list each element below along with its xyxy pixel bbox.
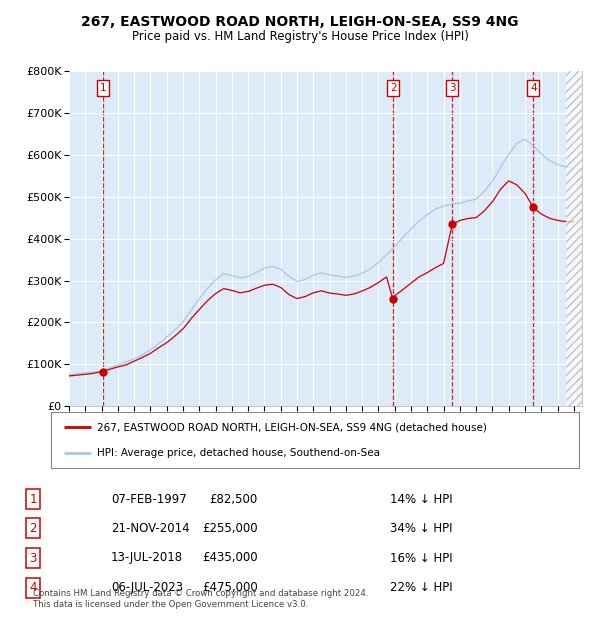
Text: Contains HM Land Registry data © Crown copyright and database right 2024.
This d: Contains HM Land Registry data © Crown c… xyxy=(33,590,368,609)
Text: 1: 1 xyxy=(29,493,37,505)
Text: 4: 4 xyxy=(530,83,536,93)
Text: 21-NOV-2014: 21-NOV-2014 xyxy=(111,522,190,534)
Text: 4: 4 xyxy=(29,582,37,594)
Text: £475,000: £475,000 xyxy=(202,582,258,594)
Text: Price paid vs. HM Land Registry's House Price Index (HPI): Price paid vs. HM Land Registry's House … xyxy=(131,30,469,43)
Text: 3: 3 xyxy=(29,552,37,564)
Text: 06-JUL-2023: 06-JUL-2023 xyxy=(111,582,183,594)
Text: 13-JUL-2018: 13-JUL-2018 xyxy=(111,552,183,564)
Text: £435,000: £435,000 xyxy=(202,552,258,564)
Text: 2: 2 xyxy=(390,83,397,93)
Text: 2: 2 xyxy=(29,522,37,534)
Bar xyxy=(566,71,590,406)
Text: 3: 3 xyxy=(449,83,455,93)
Text: 14% ↓ HPI: 14% ↓ HPI xyxy=(390,493,452,505)
Text: £82,500: £82,500 xyxy=(210,493,258,505)
Text: £255,000: £255,000 xyxy=(202,522,258,534)
Text: 34% ↓ HPI: 34% ↓ HPI xyxy=(390,522,452,534)
Text: 267, EASTWOOD ROAD NORTH, LEIGH-ON-SEA, SS9 4NG (detached house): 267, EASTWOOD ROAD NORTH, LEIGH-ON-SEA, … xyxy=(97,422,487,432)
Text: 07-FEB-1997: 07-FEB-1997 xyxy=(111,493,187,505)
Text: HPI: Average price, detached house, Southend-on-Sea: HPI: Average price, detached house, Sout… xyxy=(97,448,380,458)
Text: 22% ↓ HPI: 22% ↓ HPI xyxy=(390,582,452,594)
Text: 267, EASTWOOD ROAD NORTH, LEIGH-ON-SEA, SS9 4NG: 267, EASTWOOD ROAD NORTH, LEIGH-ON-SEA, … xyxy=(81,16,519,30)
Bar xyxy=(566,71,598,406)
Text: 1: 1 xyxy=(100,83,107,93)
Text: 16% ↓ HPI: 16% ↓ HPI xyxy=(390,552,452,564)
